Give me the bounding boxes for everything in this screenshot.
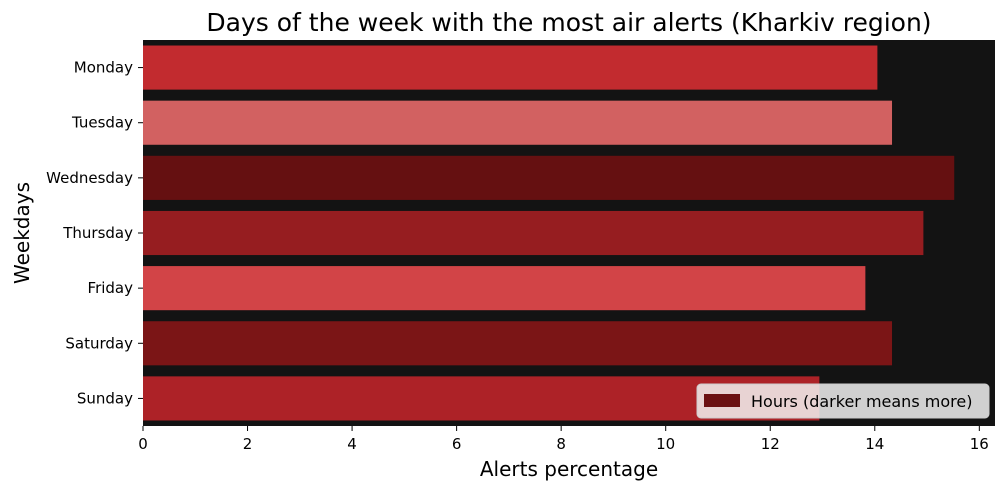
chart-title: Days of the week with the most air alert…: [206, 8, 931, 37]
bar-saturday: [143, 321, 893, 366]
x-tick-label: 0: [138, 435, 148, 453]
x-tick-label: 2: [243, 435, 253, 453]
legend: Hours (darker means more): [696, 383, 990, 419]
y-tick-label-wednesday: Wednesday: [46, 169, 133, 187]
bar-friday: [143, 266, 866, 311]
y-ticks: Monday Tuesday Wednesday Thursday Friday Satu…: [46, 59, 143, 407]
x-tick-label: 16: [970, 435, 989, 453]
x-tick-label: 6: [452, 435, 462, 453]
y-tick-label-tuesday: Tuesday: [71, 114, 133, 132]
y-tick-label-friday: Friday: [88, 279, 134, 297]
bars-layer: [143, 45, 955, 421]
bar-wednesday: [143, 155, 955, 200]
y-axis-title: Weekdays: [10, 182, 34, 284]
bar-thursday: [143, 210, 924, 256]
x-tick-label: 4: [347, 435, 357, 453]
legend-label: Hours (darker means more): [751, 392, 972, 411]
x-ticks: 0 2 4 6 8 10 12 14 16: [138, 426, 989, 453]
y-tick-label-saturday: Saturday: [65, 334, 133, 352]
legend-box: [696, 383, 990, 419]
x-tick-label: 14: [865, 435, 884, 453]
bar-monday: [143, 45, 878, 90]
bar-tuesday: [143, 100, 893, 145]
x-tick-label: 10: [656, 435, 675, 453]
legend-swatch: [704, 394, 740, 407]
x-axis-title: Alerts percentage: [480, 457, 658, 481]
y-tick-label-monday: Monday: [74, 59, 133, 77]
x-tick-label: 8: [556, 435, 566, 453]
y-tick-label-thursday: Thursday: [62, 224, 133, 242]
y-tick-label-sunday: Sunday: [77, 389, 133, 407]
x-tick-label: 12: [761, 435, 780, 453]
